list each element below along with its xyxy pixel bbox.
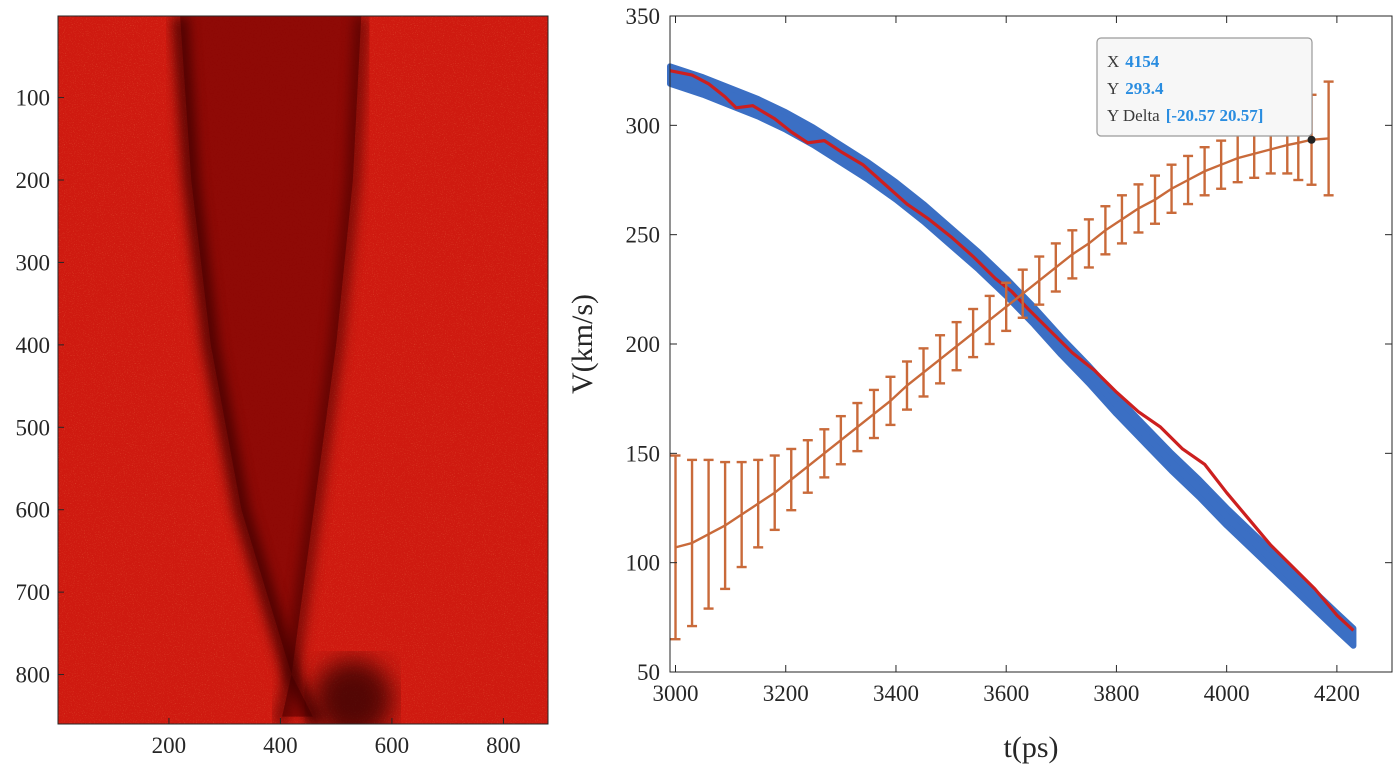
heatmap-ytick-label: 500 <box>16 415 51 440</box>
heatmap-xtick-label: 600 <box>375 733 410 758</box>
error-bar <box>935 334 946 385</box>
error-bar <box>720 460 731 591</box>
error-bar <box>1323 80 1334 197</box>
error-bar <box>1199 145 1210 197</box>
error-bar <box>1017 268 1028 319</box>
x-tick-label: 3200 <box>763 681 809 706</box>
error-bar <box>753 458 764 549</box>
y-tick-label: 200 <box>626 332 661 357</box>
heatmap-ytick-label: 100 <box>16 86 51 111</box>
x-tick-label: 3000 <box>653 681 699 706</box>
svg-text:Y Delta[-20.57 20.57]: Y Delta [-20.57 20.57] <box>1107 106 1263 125</box>
blue-band-series <box>667 63 1357 649</box>
heatmap-right-edge <box>273 16 369 724</box>
datatip-ydelta-key: Y Delta <box>1107 106 1160 125</box>
error-bar <box>703 458 714 610</box>
heatmap-xtick-label: 200 <box>152 733 187 758</box>
y-tick-label: 300 <box>626 113 661 138</box>
datatip-ydelta-value: [-20.57 20.57] <box>1166 106 1264 125</box>
heatmap-ytick-label: 600 <box>16 498 51 523</box>
error-bar <box>819 428 830 479</box>
heatmap-ytick-label: 700 <box>16 580 51 605</box>
error-bar <box>1001 281 1012 333</box>
x-axis-label: t(ps) <box>1004 731 1059 764</box>
error-bar <box>1150 174 1161 225</box>
error-bar <box>868 388 879 440</box>
heatmap-dark-band-noise <box>180 16 362 717</box>
heatmap-ytick-label: 200 <box>16 168 51 193</box>
error-bar <box>918 347 929 398</box>
error-bar <box>1050 242 1061 293</box>
error-bar <box>1100 205 1111 256</box>
y-axis-label: V(km/s) <box>566 294 599 394</box>
x-tick-label: 3400 <box>873 681 919 706</box>
error-bar <box>736 460 747 569</box>
error-bar <box>885 375 896 427</box>
x-tick-label: 4200 <box>1314 681 1360 706</box>
y-tick-label: 350 <box>626 4 661 29</box>
heatmap-frame <box>57 15 549 725</box>
error-bar <box>1034 255 1045 306</box>
error-bar <box>1133 183 1144 234</box>
y-tick-label: 150 <box>626 441 661 466</box>
datatip[interactable]: X 4154 Y 293.4 Y Delta [-20.57 20.57] <box>1096 37 1316 144</box>
red-line-series <box>669 69 1355 632</box>
error-bar <box>968 307 979 359</box>
error-bar <box>1083 218 1094 269</box>
error-bar <box>1166 163 1177 215</box>
y-tick-label: 50 <box>637 660 660 685</box>
heatmap-xtick-label: 800 <box>486 733 521 758</box>
error-bar <box>951 320 962 372</box>
error-bar <box>1216 139 1227 190</box>
error-bar <box>769 454 780 532</box>
error-bar <box>852 401 863 453</box>
datatip-y-value: 293.4 <box>1125 79 1164 98</box>
datatip-x-value: 4154 <box>1125 52 1160 71</box>
datatip-x-key: X <box>1107 52 1119 71</box>
x-tick-label: 4000 <box>1204 681 1250 706</box>
error-bar <box>1067 229 1078 280</box>
plot-series <box>667 63 1357 649</box>
heatmap-ytick-label: 300 <box>16 250 51 275</box>
error-bar <box>670 454 681 641</box>
error-bar <box>687 458 698 628</box>
y-tick-label: 100 <box>626 551 661 576</box>
heatmap-convergence-spot <box>312 659 393 724</box>
error-bar <box>835 414 846 466</box>
heatmap-axes: 100 200 300 400 500 600 700 800 200 400 600 800 <box>16 15 549 758</box>
heatmap-ytick-label: 400 <box>16 333 51 358</box>
error-bar <box>1116 194 1127 245</box>
x-tick-label: 3800 <box>1093 681 1139 706</box>
datatip-box <box>1096 37 1313 137</box>
heatmap-ytick-label: 800 <box>16 663 51 688</box>
error-bar <box>984 294 995 346</box>
heatmap-panel <box>58 16 548 724</box>
error-bar <box>901 360 912 411</box>
error-bar <box>786 447 797 512</box>
y-tick-label: 250 <box>626 223 661 248</box>
line-chart-axes: 3000 3200 3400 3600 3800 4000 4200 50 100 150 200 2… <box>626 4 1393 706</box>
datatip-marker[interactable] <box>1307 135 1316 144</box>
x-tick-label: 3600 <box>983 681 1029 706</box>
error-bar <box>802 439 813 494</box>
error-bar <box>1183 154 1194 206</box>
datatip-y-key: Y <box>1107 79 1119 98</box>
heatmap-xtick-label: 400 <box>263 733 298 758</box>
